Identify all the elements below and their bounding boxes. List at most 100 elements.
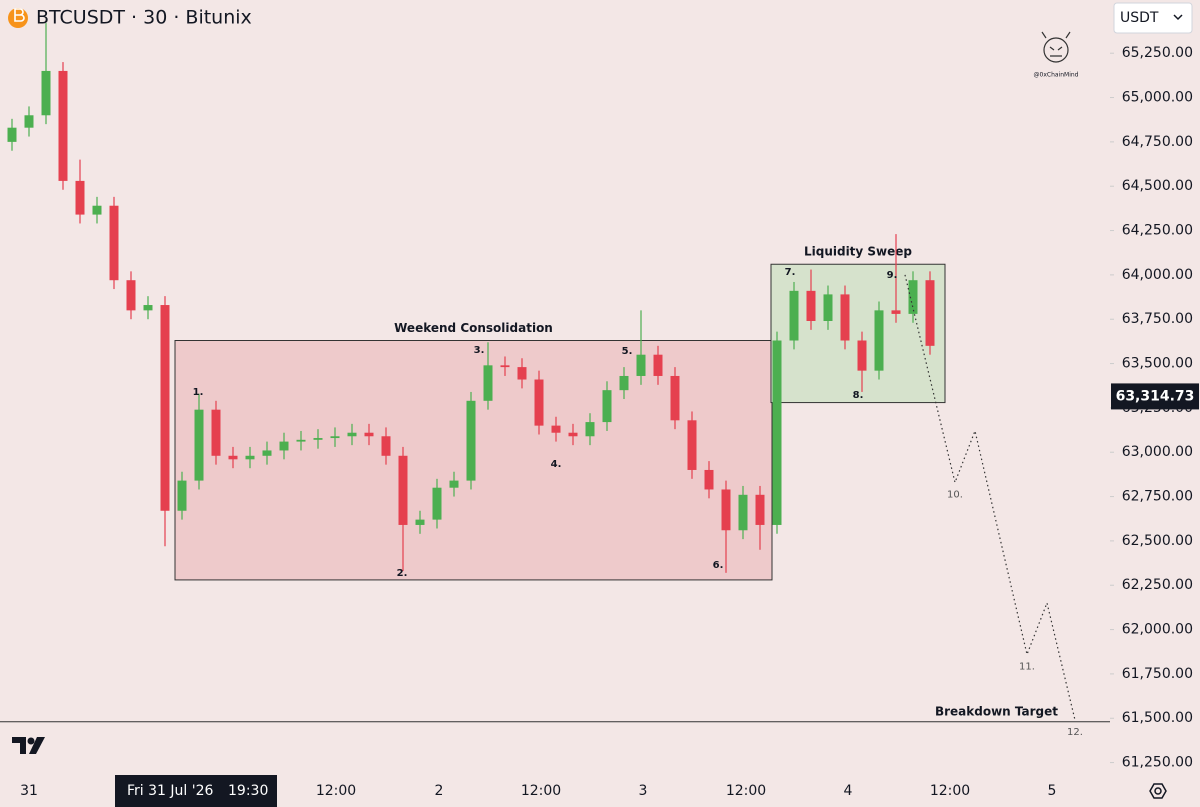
projection-label: 10. [947,489,963,500]
y-tick-label: 64,500.00 [1122,178,1193,194]
x-tick-label: 3 [639,783,648,799]
candle-body [500,365,510,368]
candle-body [738,494,748,531]
candle-body [109,205,119,281]
tv-logo [12,737,45,754]
y-tick-label: 65,250.00 [1122,45,1193,61]
candle-body [449,480,459,488]
candle-body [228,455,238,460]
candle-body [925,280,935,346]
y-tick-label: 62,750.00 [1122,489,1193,505]
x-tick-label: 12:00 [726,783,766,799]
coin-glyph [14,8,25,22]
candle-body [347,432,357,437]
candle-body [279,441,289,451]
x-tick-label: 4 [844,783,853,799]
y-tick-label: 63,500.00 [1122,356,1193,372]
candle-body [177,480,187,511]
last-price-label: 63,314.73 [1116,388,1195,404]
crosshair-time: 19:30 [228,783,268,799]
x-tick-label: 2 [435,783,444,799]
y-tick-label: 63,000.00 [1122,444,1193,460]
candle-body [92,205,102,215]
point-marker: 7. [785,267,796,278]
candle-body [585,422,595,437]
zone-label: Liquidity Sweep [804,245,912,259]
candle-body [806,290,816,321]
last-price-bg [1111,383,1199,410]
y-tick-label: 61,750.00 [1122,666,1193,682]
candle-body [908,280,918,314]
candle-body [670,375,680,421]
candle-body [75,180,85,215]
candle-body [211,409,221,456]
point-marker: 6. [713,560,724,571]
candle-body [551,425,561,433]
candle-body [602,390,612,423]
y-tick-label: 63,750.00 [1122,311,1193,327]
candle-body [891,310,901,314]
candle-body [313,438,323,440]
candle-body [432,487,442,520]
candle-body [755,494,765,525]
crosshair-x-label-bg [115,775,277,807]
candle-body [364,432,374,437]
coin-icon [8,8,28,28]
candle-body [296,439,306,442]
target-label: Breakdown Target [935,704,1058,718]
candle-body [126,280,136,311]
projection-label: 12. [1067,727,1083,738]
x-tick-label: 12:00 [521,783,561,799]
candle-body [245,455,255,460]
candle-body [721,489,731,531]
candle-body [194,409,204,481]
point-marker: 3. [474,345,485,356]
candle-body [704,469,714,490]
candle-body [398,455,408,525]
settings-icon[interactable] [1149,783,1167,799]
y-tick-label: 64,750.00 [1122,134,1193,150]
x-tick-label: 5 [1048,783,1057,799]
y-tick-label: 62,250.00 [1122,577,1193,593]
y-tick-label: 61,250.00 [1122,755,1193,771]
point-marker: 5. [622,346,633,357]
currency-dropdown[interactable] [1113,2,1193,34]
x-tick-label: 31 [20,783,38,799]
candle-body [653,354,663,376]
y-tick-label: 65,000.00 [1122,90,1193,106]
candle-body [41,70,51,116]
candle-body [823,294,833,321]
candle-body [7,127,17,142]
candle-body [874,310,884,371]
candle-body [381,436,391,456]
candle-body [58,70,68,181]
candle-body [517,367,527,380]
point-marker: 8. [853,390,864,401]
candle-body [789,290,799,341]
plot-area: Weekend Consolidation Liquidity Sweep Brea… [0,23,1114,764]
candle-body [857,340,867,371]
projection-label: 11. [1019,661,1035,672]
projection-path [904,274,1076,721]
y-tick-label: 64,250.00 [1122,223,1193,239]
point-marker: 4. [551,459,562,470]
candle-body [687,420,697,470]
candle-body [24,115,34,128]
candle-body [262,450,272,456]
dropdown-arrow [1173,14,1183,21]
watermark-text: @0xChainMind [1034,72,1079,79]
point-marker: 1. [193,387,204,398]
y-tick-label: 64,000.00 [1122,267,1193,283]
currency-label: USDT [1120,10,1159,26]
candle-body [568,432,578,437]
candle-body [466,400,476,481]
crosshair-date: Fri 31 Jul '26 [127,783,213,799]
x-tick-label: 12:00 [930,783,970,799]
candle-body [619,375,629,391]
candle-body [483,365,493,401]
candle-body [330,436,340,439]
x-tick-label: 12:00 [316,783,356,799]
candle-body [772,340,782,525]
zone-label: Weekend Consolidation [394,321,553,335]
